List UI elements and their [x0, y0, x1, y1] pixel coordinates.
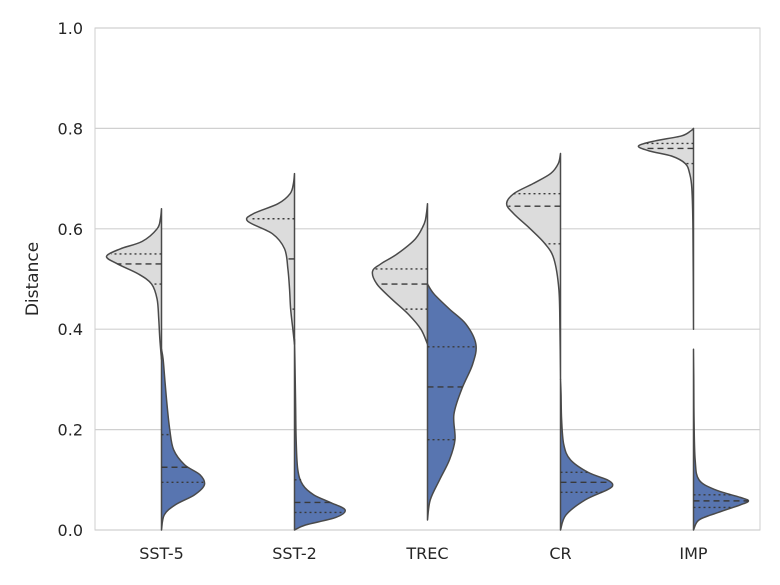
violin-right-cr	[559, 378, 614, 531]
violin-body	[692, 348, 750, 531]
violin-right-sst-5	[160, 348, 206, 531]
x-tick-label: SST-2	[272, 544, 317, 563]
x-tick-label: IMP	[679, 544, 708, 563]
violin-body	[245, 172, 296, 346]
y-tick-label: 0.6	[58, 220, 83, 239]
y-axis: 0.0 0.2 0.4 0.6 0.8 1.0	[58, 19, 83, 540]
violin-left-imp	[637, 127, 695, 330]
violin-body	[559, 378, 614, 531]
y-tick-label: 0.2	[58, 421, 83, 440]
violin-body	[371, 202, 429, 346]
violin-body	[505, 152, 562, 381]
violin-right-sst-2	[293, 338, 346, 531]
violin-body	[160, 348, 206, 531]
violin-body	[293, 338, 346, 531]
y-tick-label: 1.0	[58, 19, 83, 38]
y-tick-label: 0.0	[58, 521, 83, 540]
violin-body	[426, 283, 477, 521]
violin-body	[105, 207, 163, 361]
y-tick-label: 0.4	[58, 320, 83, 339]
violin-left-trec	[371, 202, 429, 346]
x-tick-label: TREC	[405, 544, 448, 563]
x-tick-label: SST-5	[139, 544, 184, 563]
y-tick-label: 0.8	[58, 119, 83, 138]
violins	[105, 127, 750, 531]
violin-right-trec	[426, 283, 477, 521]
y-axis-label: Distance	[23, 242, 43, 316]
violin-right-imp	[692, 348, 750, 531]
violin-left-sst-2	[245, 172, 296, 346]
x-axis: SST-5 SST-2 TREC CR IMP	[139, 544, 708, 563]
grid	[95, 27, 760, 531]
violin-left-cr	[505, 152, 562, 381]
x-tick-label: CR	[549, 544, 571, 563]
violin-left-sst-5	[105, 207, 163, 361]
